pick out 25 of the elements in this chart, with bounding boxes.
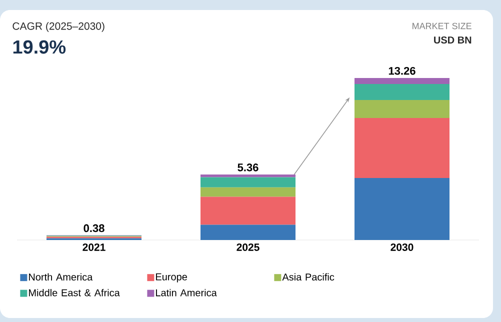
legend-label: Asia Pacific bbox=[282, 273, 334, 281]
legend-label: Europe bbox=[156, 273, 187, 282]
bar bbox=[354, 100, 450, 118]
bar bbox=[200, 187, 296, 197]
text: USD BN bbox=[434, 36, 472, 44]
legend-label: North America bbox=[29, 273, 93, 281]
bar bbox=[354, 178, 450, 240]
x-tick-label: 2030 bbox=[390, 244, 414, 251]
legend-label: Latin America bbox=[156, 288, 217, 296]
legend-label: Middle East & Africa bbox=[29, 288, 120, 296]
x-tick-label: 2021 bbox=[82, 244, 106, 251]
bar bbox=[200, 177, 296, 188]
text: MARKET SIZE bbox=[412, 22, 472, 30]
chart-subtitle: 19.9% bbox=[13, 40, 66, 54]
x-tick-label: 2025 bbox=[236, 244, 260, 251]
annotation: 5.36 bbox=[238, 164, 258, 172]
bar bbox=[200, 196, 296, 225]
chart-title: CAGR (2025–2030) bbox=[12, 22, 104, 32]
bar bbox=[354, 118, 450, 178]
bar bbox=[354, 84, 450, 100]
bar bbox=[354, 78, 450, 84]
annotation: 0.38 bbox=[84, 224, 104, 232]
bar bbox=[200, 174, 296, 178]
annotation: 13.26 bbox=[388, 66, 416, 75]
bar bbox=[200, 224, 296, 240]
